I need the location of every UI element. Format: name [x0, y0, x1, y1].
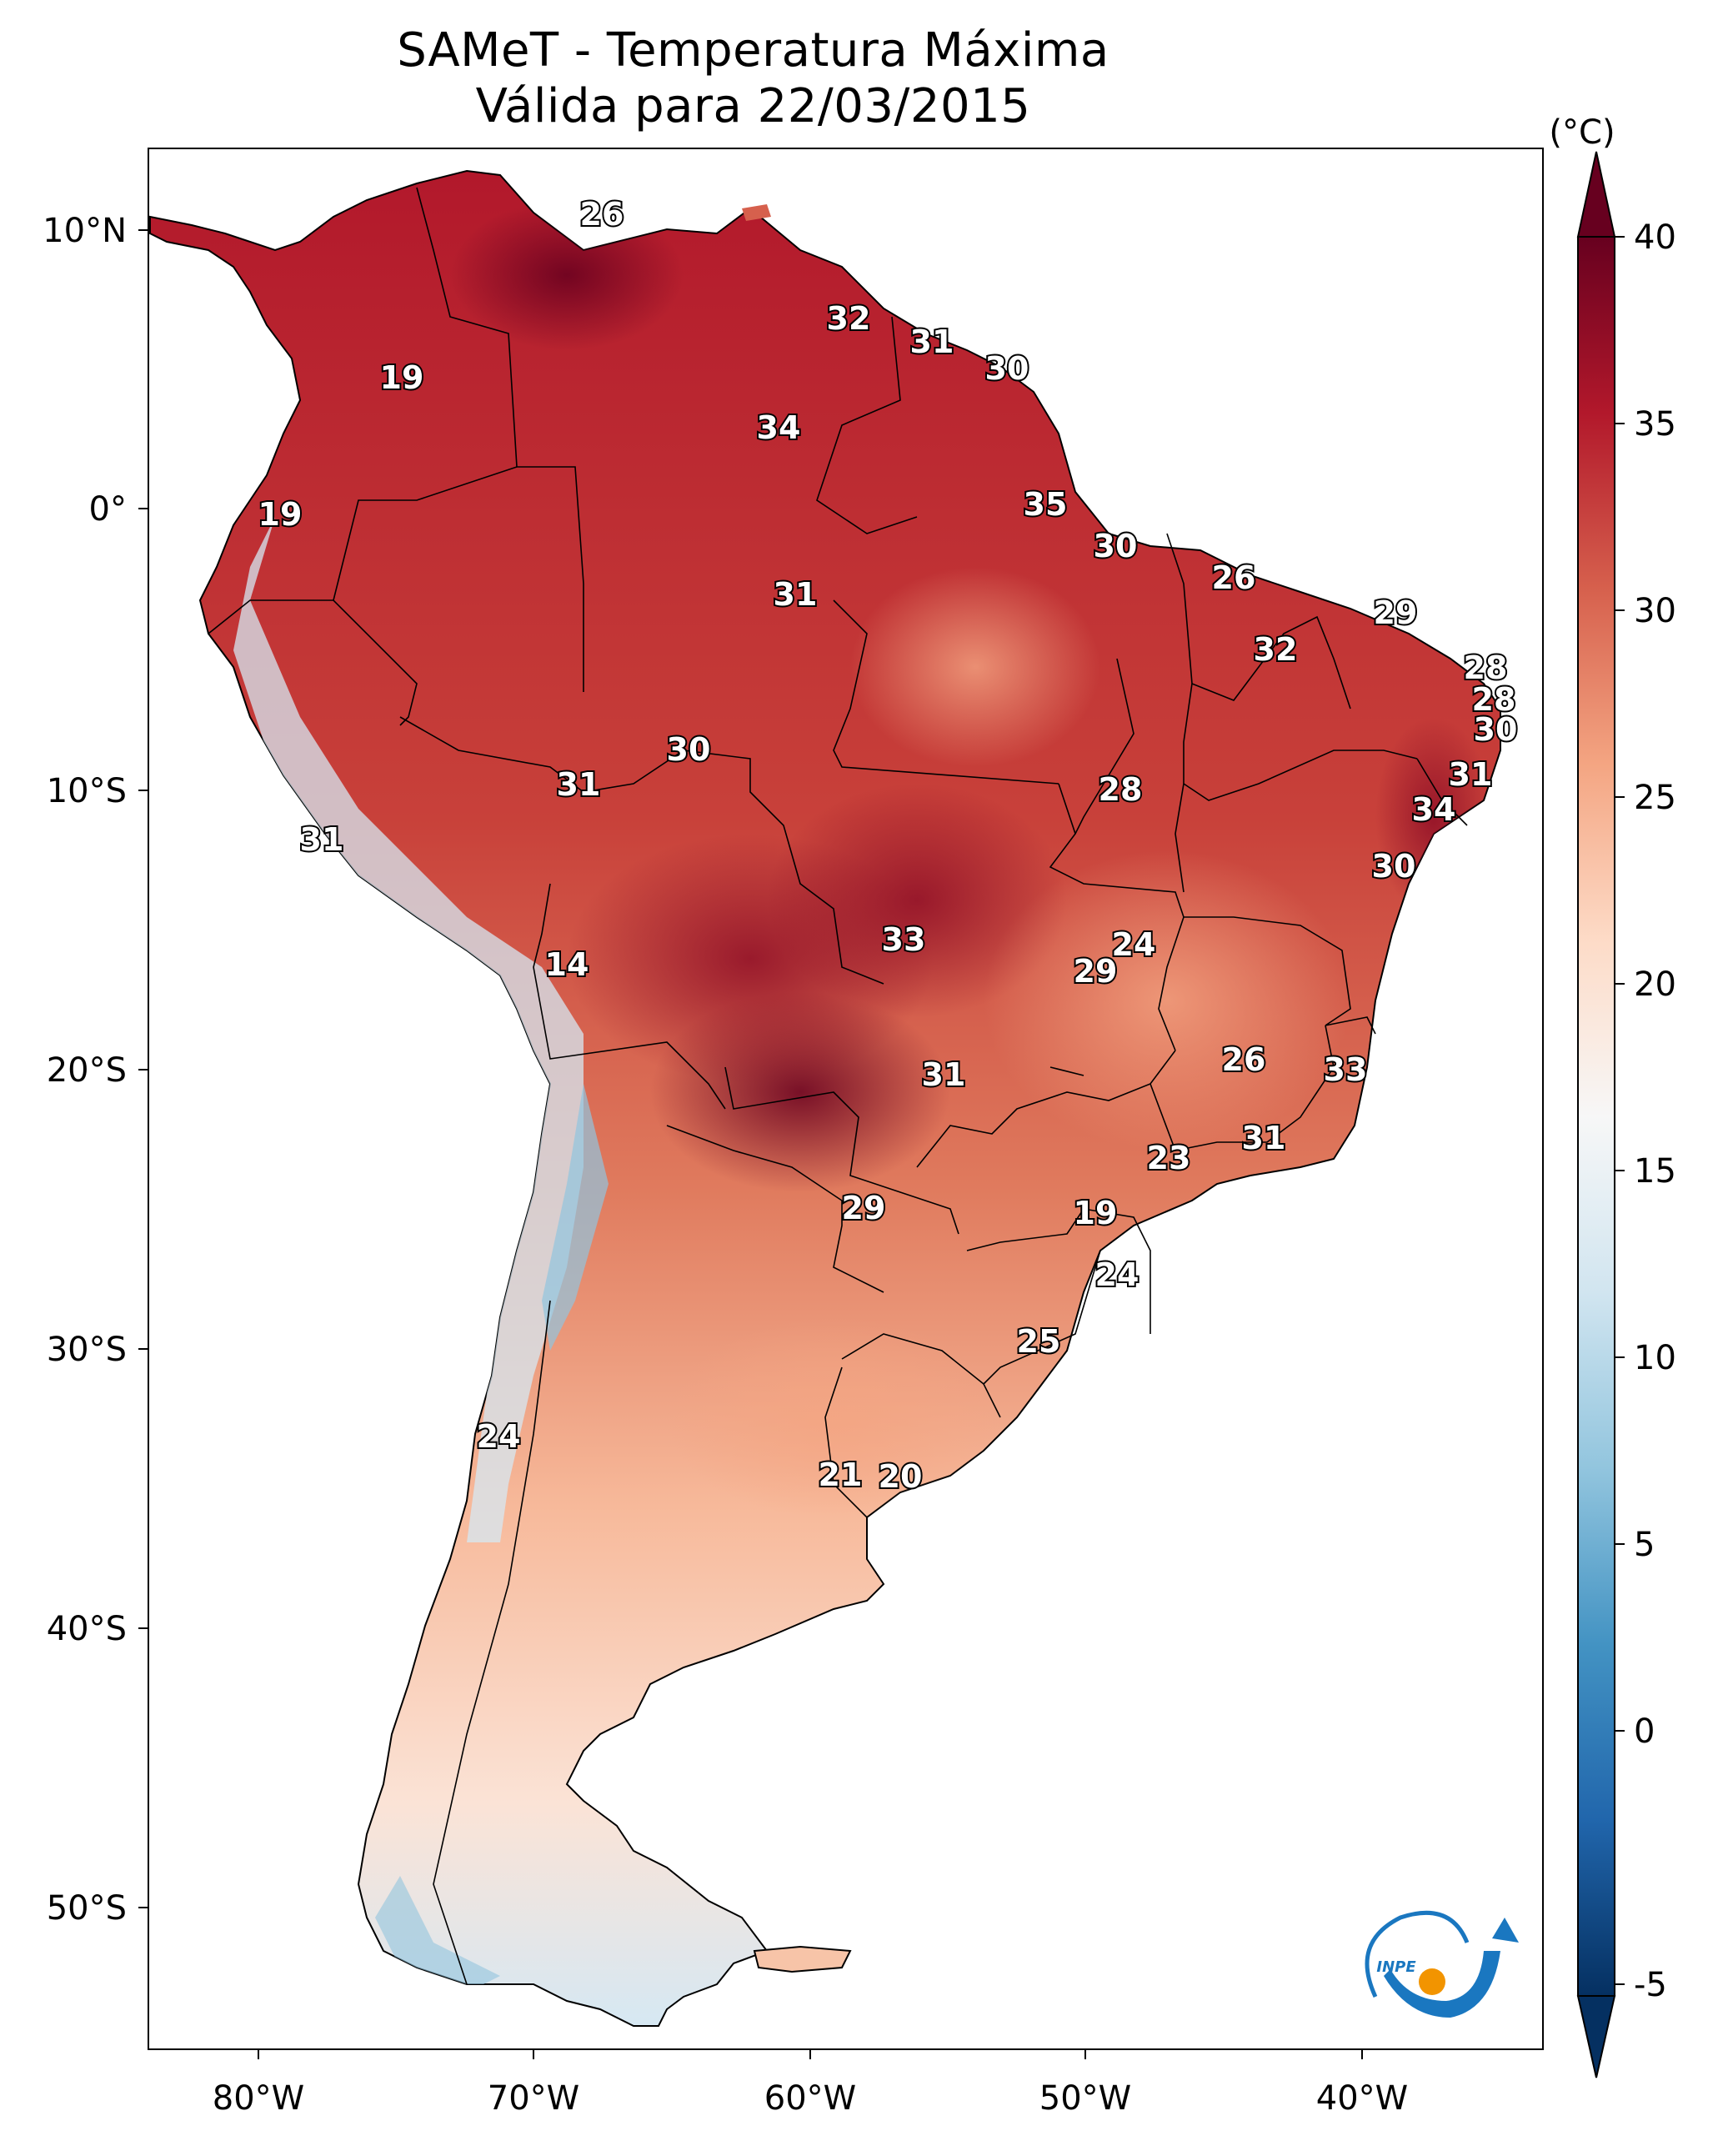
axis-ticks	[138, 229, 1363, 2059]
colorbar-tick-label: 10	[1634, 1339, 1676, 1377]
station-value: 20	[879, 1458, 923, 1495]
lon-tick-label: 60°W	[764, 2079, 856, 2118]
station-value: 30	[667, 731, 711, 768]
caribbean-islands	[742, 204, 771, 221]
station-value: 24	[1112, 926, 1156, 963]
logo-swoosh	[1384, 1951, 1500, 2018]
station-value: 31	[557, 766, 601, 803]
colorbar-tick-label: 15	[1634, 1152, 1676, 1191]
station-value: 31	[774, 576, 818, 613]
colorbar: (°C) 40 35 30 25 20 15 10 5 0 -5	[1549, 113, 1676, 2078]
country-borders	[208, 187, 1468, 1985]
station-value: 29	[1074, 953, 1118, 990]
station-value: 26	[1212, 559, 1256, 596]
station-value: 33	[882, 921, 926, 958]
colorbar-tick-label: 0	[1634, 1712, 1655, 1751]
title-line-1: SAMeT - Temperatura Máxima	[397, 23, 1109, 78]
lon-tick-label: 40°W	[1316, 2079, 1408, 2118]
station-value: 33	[1324, 1051, 1368, 1088]
station-value: 21	[819, 1457, 863, 1493]
station-value: 19	[380, 359, 424, 396]
station-value: 30	[985, 350, 1029, 387]
colorbar-body	[1577, 236, 1615, 1997]
station-value: 31	[1242, 1120, 1286, 1156]
lon-tick-label: 70°W	[488, 2079, 579, 2118]
station-value: 30	[1474, 711, 1518, 748]
colorbar-tick-label: 40	[1634, 218, 1676, 257]
station-value: 19	[258, 496, 303, 533]
lat-tick-label: 30°S	[47, 1331, 127, 1369]
colorbar-tick-label: 30	[1634, 592, 1676, 630]
lon-tick-labels: 80°W 70°W 60°W 50°W 40°W	[213, 2079, 1408, 2118]
colorbar-max-extend	[1576, 151, 1616, 238]
station-value: 14	[545, 946, 589, 983]
station-value: 24	[1095, 1256, 1139, 1293]
colorbar-ticks: 40 35 30 25 20 15 10 5 0 -5	[1615, 218, 1676, 2004]
continent	[149, 169, 1501, 2027]
station-value: 29	[1374, 594, 1418, 631]
lat-tick-label: 50°S	[47, 1889, 127, 1928]
station-value: 35	[1024, 486, 1068, 523]
colorbar-tick-label: 5	[1634, 1526, 1655, 1564]
lat-tick-label: 10°S	[47, 772, 127, 810]
logo-arrow	[1492, 1918, 1519, 1943]
station-value: 24	[477, 1418, 521, 1455]
station-value-labels: 26 32 31 30 19 34 35 19 30 26 31 29 32 2…	[257, 194, 1520, 1497]
station-value: 32	[827, 300, 871, 337]
falkland-islands	[753, 1945, 852, 1973]
colorbar-tick-label: 35	[1634, 405, 1676, 444]
station-value: 31	[1449, 756, 1493, 793]
station-value: 31	[910, 323, 954, 360]
lon-tick-label: 50°W	[1039, 2079, 1131, 2118]
station-value: 28	[1099, 771, 1143, 808]
station-value: 26	[580, 196, 624, 233]
colorbar-unit: (°C)	[1549, 113, 1615, 152]
station-value: 34	[757, 409, 801, 446]
station-value: 28	[1464, 649, 1508, 686]
logo-dot	[1419, 1968, 1445, 1995]
logo-text: INPE	[1376, 1958, 1416, 1976]
logo-orbit	[1365, 1910, 1470, 1998]
station-value: 31	[300, 821, 344, 858]
lat-tick-labels: 10°N 0° 10°S 20°S 30°S 40°S 50°S	[43, 212, 127, 1928]
station-value: 32	[1254, 631, 1298, 668]
station-value: 28	[1472, 681, 1516, 718]
station-value: 29	[842, 1190, 886, 1226]
colorbar-tick-label: 20	[1634, 965, 1676, 1004]
colorbar-min-extend	[1576, 1995, 1616, 2078]
station-value: 25	[1017, 1323, 1061, 1360]
station-value: 26	[1222, 1041, 1266, 1078]
station-value: 34	[1412, 791, 1456, 828]
station-value: 30	[1094, 528, 1138, 564]
colorbar-tick-label: -5	[1634, 1966, 1667, 2004]
colorbar-tick-label: 25	[1634, 779, 1676, 817]
station-value: 19	[1074, 1195, 1118, 1231]
lat-tick-label: 20°S	[47, 1051, 127, 1090]
title-line-2: Válida para 22/03/2015	[475, 79, 1031, 133]
lon-tick-label: 80°W	[213, 2079, 304, 2118]
station-value: 23	[1147, 1140, 1191, 1176]
station-value: 30	[1372, 848, 1416, 885]
lat-tick-label: 0°	[89, 490, 127, 529]
station-value: 31	[922, 1056, 966, 1093]
lat-tick-label: 40°S	[47, 1610, 127, 1648]
inpe-logo: INPE	[1365, 1910, 1519, 2018]
lat-tick-label: 10°N	[43, 212, 127, 250]
